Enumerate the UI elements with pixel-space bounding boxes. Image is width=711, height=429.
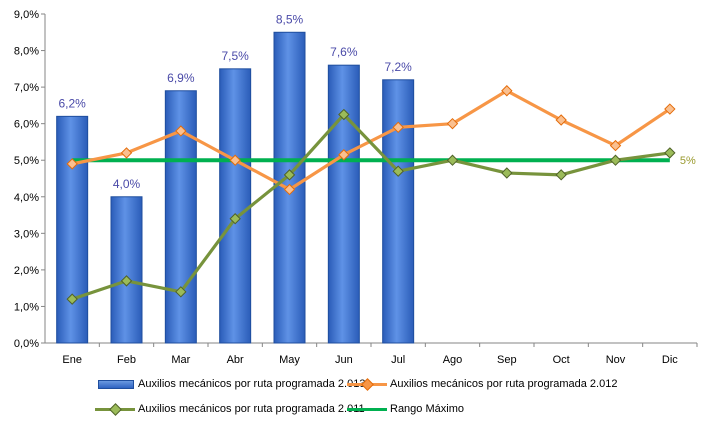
series-2011-point: [501, 167, 513, 179]
series-2011-point: [66, 293, 78, 305]
series-2011-point: [664, 147, 676, 159]
series-2011-line: [71, 112, 671, 301]
rango-maximo-label: 5%: [680, 155, 696, 167]
series-2011-point: [338, 108, 350, 121]
legend-item-2011[interactable]: Auxilios mecánicos por ruta programada 2…: [95, 403, 365, 416]
x-tick-label: Abr: [227, 354, 244, 366]
series-2012-line: [71, 89, 671, 192]
series-2012-point: [664, 103, 676, 115]
y-tick-label: 9,0%: [14, 9, 39, 21]
bar-series-2013: [56, 31, 415, 344]
x-axis: Ene Feb Mar Abr May Jun Jul Ago Sep Oct Nov Dic: [45, 342, 698, 366]
legend-label-2011: Auxilios mecánicos por ruta programada 2…: [138, 403, 365, 415]
series-2011-point: [120, 275, 133, 287]
series-2011-point: [446, 154, 459, 166]
legend-item-2012[interactable]: Auxilios mecánicos por ruta programada 2…: [347, 378, 618, 391]
x-tick-label: Mar: [171, 354, 190, 366]
series-2012-point: [609, 139, 622, 152]
bar: [382, 79, 415, 344]
series-2011-point: [283, 169, 296, 181]
legend-swatch-bar: [95, 378, 135, 390]
bar-data-label: 7,5%: [221, 49, 249, 63]
series-2012-point: [66, 158, 78, 170]
legend-label-2013: Auxilios mecánicos por ruta programada 2…: [138, 378, 366, 390]
x-tick-label: Feb: [117, 354, 136, 366]
x-tick-label: Sep: [497, 354, 517, 366]
y-tick-label: 6,0%: [14, 119, 39, 131]
x-tick-label: May: [279, 354, 300, 366]
y-tick-label: 4,0%: [14, 192, 39, 204]
x-tick-label: Jul: [391, 354, 405, 366]
bar: [110, 196, 143, 344]
bar: [56, 115, 89, 344]
y-axis: 0,0% 1,0% 2,0% 3,0% 4,0% 5,0% 6,0% 7,0% 8,0% 9,0%: [14, 9, 46, 350]
x-tick-label: Ene: [62, 354, 82, 366]
y-tick-label: 0,0%: [14, 338, 39, 350]
series-2012-point: [338, 149, 350, 161]
legend-item-2013[interactable]: Auxilios mecánicos por ruta programada 2…: [95, 378, 365, 390]
bar-data-label: 6,9%: [167, 71, 195, 85]
y-tick-label: 2,0%: [14, 265, 39, 277]
x-tick-label: Ago: [443, 354, 463, 366]
x-tick-label: Jun: [335, 354, 353, 366]
x-tick-label: Oct: [553, 354, 570, 366]
bar-data-label: 7,6%: [330, 45, 358, 59]
x-tick-label: Nov: [606, 354, 626, 366]
series-2011-point: [392, 165, 404, 177]
y-tick-label: 1,0%: [14, 301, 39, 313]
series-2012-point: [555, 114, 567, 126]
bar: [327, 64, 360, 344]
line-series: 5%: [66, 85, 696, 305]
series-2011-point: [555, 169, 567, 181]
series-2012-point: [392, 121, 404, 134]
series-2011-point: [229, 213, 241, 225]
series-2011-point: [175, 286, 187, 298]
legend-swatch-line-max: [347, 403, 387, 415]
bar-data-labels: 6,2% 4,0% 6,9% 7,5% 8,5% 7,6% 7,2%: [58, 12, 412, 191]
legend-label-rango: Rango Máximo: [390, 403, 464, 415]
series-2011-point: [609, 154, 622, 166]
bar-data-label: 6,2%: [58, 96, 86, 110]
legend-label-2012: Auxilios mecánicos por ruta programada 2…: [390, 378, 618, 390]
y-tick-label: 7,0%: [14, 82, 39, 94]
x-tick-label: Dic: [662, 354, 678, 366]
series-2012-point: [446, 117, 459, 130]
series-2012-point: [229, 154, 241, 166]
series-2012-point: [283, 183, 296, 196]
series-2012-point: [120, 147, 133, 159]
bar-data-label: 4,0%: [113, 177, 141, 191]
legend-swatch-line-green: [95, 403, 135, 416]
legend: Auxilios mecánicos por ruta programada 2…: [0, 372, 711, 429]
y-tick-label: 8,0%: [14, 46, 39, 58]
series-2012-point: [175, 125, 187, 137]
y-tick-label: 3,0%: [14, 228, 39, 240]
legend-item-rango[interactable]: Rango Máximo: [347, 403, 464, 415]
legend-swatch-line-orange: [347, 378, 387, 391]
bar-data-label: 7,2%: [384, 60, 412, 74]
y-tick-label: 5,0%: [14, 155, 39, 167]
series-2012-point: [501, 85, 513, 97]
bar: [219, 68, 252, 344]
bar-data-label: 8,5%: [276, 12, 304, 26]
